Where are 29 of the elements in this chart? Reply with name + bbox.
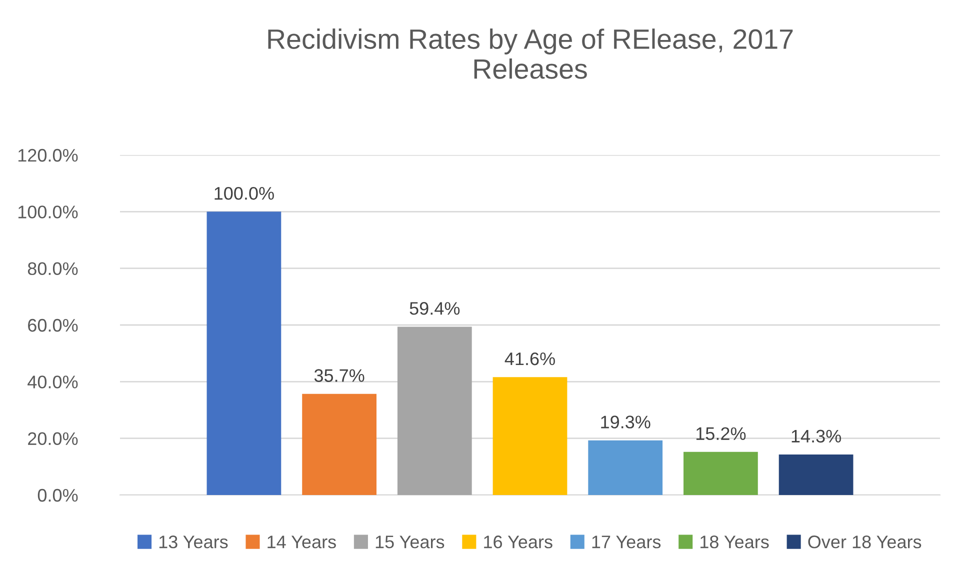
y-tick-label: 40.0% bbox=[28, 376, 78, 388]
data-label: 59.4% bbox=[410, 302, 460, 315]
legend-label: 15 Years bbox=[376, 536, 444, 548]
legend-label: Over 18 Years bbox=[808, 536, 922, 548]
legend-label: 14 Years bbox=[268, 536, 336, 548]
data-label: 15.2% bbox=[696, 427, 746, 440]
legend-label: 16 Years bbox=[484, 536, 552, 548]
y-tick-label: 0.0% bbox=[38, 488, 78, 502]
legend-label: 18 Years bbox=[700, 536, 769, 548]
data-label: 14.3% bbox=[792, 430, 842, 443]
bar bbox=[397, 326, 472, 495]
y-tick-label: 120.0% bbox=[18, 148, 78, 162]
bar bbox=[302, 394, 376, 495]
y-tick-label: 60.0% bbox=[28, 318, 78, 332]
y-tick-label: 100.0% bbox=[18, 206, 78, 218]
data-label: 35.7% bbox=[314, 369, 364, 382]
bar bbox=[778, 454, 854, 495]
chart-title: Recidivism Rates by Age of RElease, 2017 Releases bbox=[268, 28, 793, 79]
bar bbox=[588, 440, 663, 495]
data-label: 41.6% bbox=[504, 352, 555, 366]
bar bbox=[684, 452, 758, 495]
legend-label: 13 Years bbox=[159, 536, 228, 548]
bar bbox=[206, 212, 282, 495]
data-label: 100.0% bbox=[214, 186, 274, 200]
data-label: 19.3% bbox=[601, 416, 650, 428]
y-tick-label: 20.0% bbox=[28, 432, 78, 446]
bar bbox=[492, 377, 568, 495]
y-tick-label: 80.0% bbox=[28, 262, 78, 276]
legend-label: 17 Years bbox=[592, 536, 661, 548]
